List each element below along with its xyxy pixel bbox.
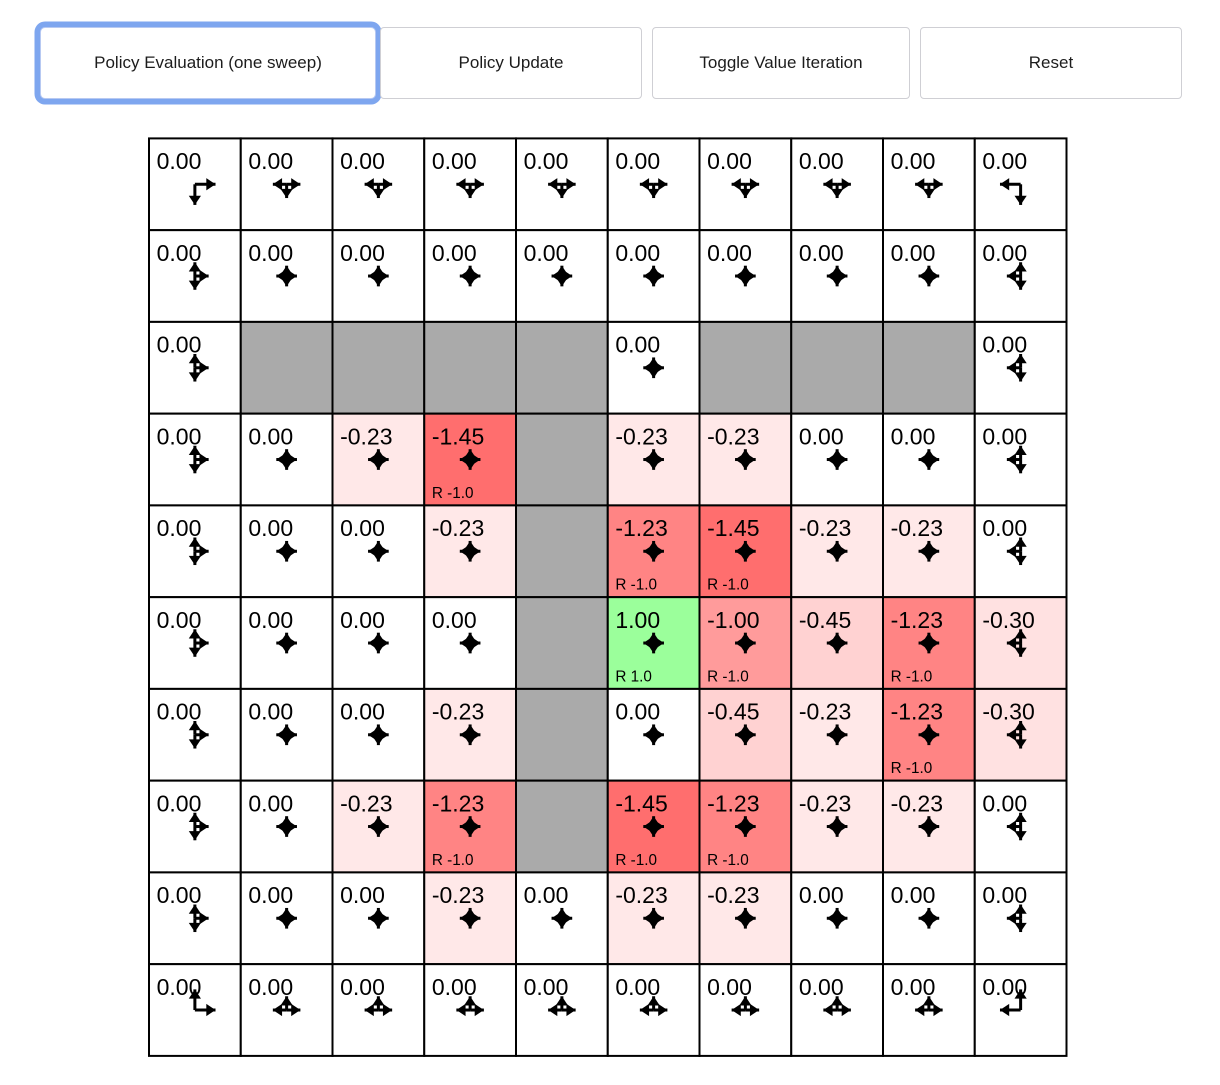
svg-text:0.00: 0.00 [982, 882, 1027, 908]
svg-text:0.00: 0.00 [891, 240, 936, 266]
svg-text:0.00: 0.00 [615, 974, 660, 1000]
svg-text:-0.23: -0.23 [707, 882, 759, 908]
svg-text:0.00: 0.00 [524, 240, 569, 266]
svg-text:R -1.0: R -1.0 [615, 577, 657, 594]
svg-text:0.00: 0.00 [615, 148, 660, 174]
svg-text:0.00: 0.00 [891, 423, 936, 449]
svg-text:-0.23: -0.23 [432, 882, 484, 908]
svg-text:0.00: 0.00 [248, 515, 293, 541]
svg-text:0.00: 0.00 [340, 240, 385, 266]
svg-text:-0.23: -0.23 [340, 790, 392, 816]
svg-text:R -1.0: R -1.0 [432, 852, 474, 869]
svg-text:0.00: 0.00 [982, 240, 1027, 266]
svg-text:0.00: 0.00 [432, 240, 477, 266]
svg-text:0.00: 0.00 [248, 699, 293, 725]
svg-text:0.00: 0.00 [799, 148, 844, 174]
svg-text:0.00: 0.00 [891, 974, 936, 1000]
svg-text:-1.23: -1.23 [891, 607, 943, 633]
svg-text:R -1.0: R -1.0 [615, 852, 657, 869]
svg-text:0.00: 0.00 [799, 974, 844, 1000]
svg-text:-1.23: -1.23 [707, 790, 759, 816]
svg-text:-1.23: -1.23 [432, 790, 484, 816]
svg-text:0.00: 0.00 [157, 607, 202, 633]
svg-text:0.00: 0.00 [248, 607, 293, 633]
svg-text:-0.23: -0.23 [799, 699, 851, 725]
svg-text:0.00: 0.00 [707, 240, 752, 266]
svg-text:0.00: 0.00 [248, 148, 293, 174]
svg-text:R -1.0: R -1.0 [891, 668, 933, 685]
svg-text:-1.45: -1.45 [432, 423, 484, 449]
svg-text:0.00: 0.00 [615, 240, 660, 266]
svg-text:-0.30: -0.30 [982, 699, 1034, 725]
svg-text:0.00: 0.00 [248, 423, 293, 449]
svg-text:R -1.0: R -1.0 [707, 852, 749, 869]
svg-text:-1.45: -1.45 [707, 515, 759, 541]
svg-text:0.00: 0.00 [248, 240, 293, 266]
svg-text:0.00: 0.00 [432, 974, 477, 1000]
svg-text:0.00: 0.00 [982, 148, 1027, 174]
svg-text:0.00: 0.00 [157, 515, 202, 541]
svg-text:-0.23: -0.23 [707, 423, 759, 449]
svg-text:-0.23: -0.23 [340, 423, 392, 449]
svg-text:0.00: 0.00 [982, 423, 1027, 449]
svg-text:-0.23: -0.23 [615, 882, 667, 908]
svg-text:0.00: 0.00 [707, 974, 752, 1000]
svg-text:-1.45: -1.45 [615, 790, 667, 816]
svg-text:R -1.0: R -1.0 [432, 485, 474, 502]
svg-text:0.00: 0.00 [340, 148, 385, 174]
svg-text:0.00: 0.00 [157, 790, 202, 816]
svg-text:0.00: 0.00 [432, 148, 477, 174]
svg-text:-1.00: -1.00 [707, 607, 759, 633]
svg-text:-0.23: -0.23 [432, 515, 484, 541]
svg-text:0.00: 0.00 [799, 240, 844, 266]
svg-text:0.00: 0.00 [340, 515, 385, 541]
svg-text:0.00: 0.00 [248, 974, 293, 1000]
svg-text:-0.30: -0.30 [982, 607, 1034, 633]
svg-text:-0.45: -0.45 [799, 607, 851, 633]
svg-text:0.00: 0.00 [615, 699, 660, 725]
svg-text:0.00: 0.00 [157, 423, 202, 449]
svg-text:-0.23: -0.23 [891, 515, 943, 541]
svg-text:R -1.0: R -1.0 [707, 668, 749, 685]
svg-text:0.00: 0.00 [157, 699, 202, 725]
svg-text:-1.23: -1.23 [891, 699, 943, 725]
svg-text:R 1.0: R 1.0 [615, 668, 652, 685]
svg-text:1.00: 1.00 [615, 607, 660, 633]
svg-text:0.00: 0.00 [615, 332, 660, 358]
svg-text:0.00: 0.00 [248, 790, 293, 816]
svg-text:0.00: 0.00 [524, 148, 569, 174]
svg-text:-0.23: -0.23 [891, 790, 943, 816]
svg-text:0.00: 0.00 [340, 974, 385, 1000]
svg-text:0.00: 0.00 [982, 332, 1027, 358]
svg-text:0.00: 0.00 [799, 423, 844, 449]
svg-text:0.00: 0.00 [157, 148, 202, 174]
svg-text:0.00: 0.00 [248, 882, 293, 908]
svg-text:0.00: 0.00 [524, 974, 569, 1000]
svg-text:-0.23: -0.23 [799, 515, 851, 541]
svg-text:-0.23: -0.23 [432, 699, 484, 725]
svg-text:R -1.0: R -1.0 [707, 577, 749, 594]
svg-text:0.00: 0.00 [340, 882, 385, 908]
svg-text:-1.23: -1.23 [615, 515, 667, 541]
svg-text:0.00: 0.00 [891, 882, 936, 908]
svg-text:0.00: 0.00 [982, 790, 1027, 816]
svg-text:0.00: 0.00 [157, 240, 202, 266]
svg-text:0.00: 0.00 [524, 882, 569, 908]
svg-text:0.00: 0.00 [799, 882, 844, 908]
svg-text:-0.23: -0.23 [799, 790, 851, 816]
svg-text:0.00: 0.00 [157, 332, 202, 358]
svg-text:0.00: 0.00 [891, 148, 936, 174]
svg-text:0.00: 0.00 [432, 607, 477, 633]
svg-text:0.00: 0.00 [157, 882, 202, 908]
svg-text:0.00: 0.00 [340, 607, 385, 633]
svg-text:R -1.0: R -1.0 [891, 760, 933, 777]
svg-text:0.00: 0.00 [982, 515, 1027, 541]
svg-text:-0.23: -0.23 [615, 423, 667, 449]
svg-text:0.00: 0.00 [340, 699, 385, 725]
svg-text:0.00: 0.00 [707, 148, 752, 174]
svg-text:-0.45: -0.45 [707, 699, 759, 725]
